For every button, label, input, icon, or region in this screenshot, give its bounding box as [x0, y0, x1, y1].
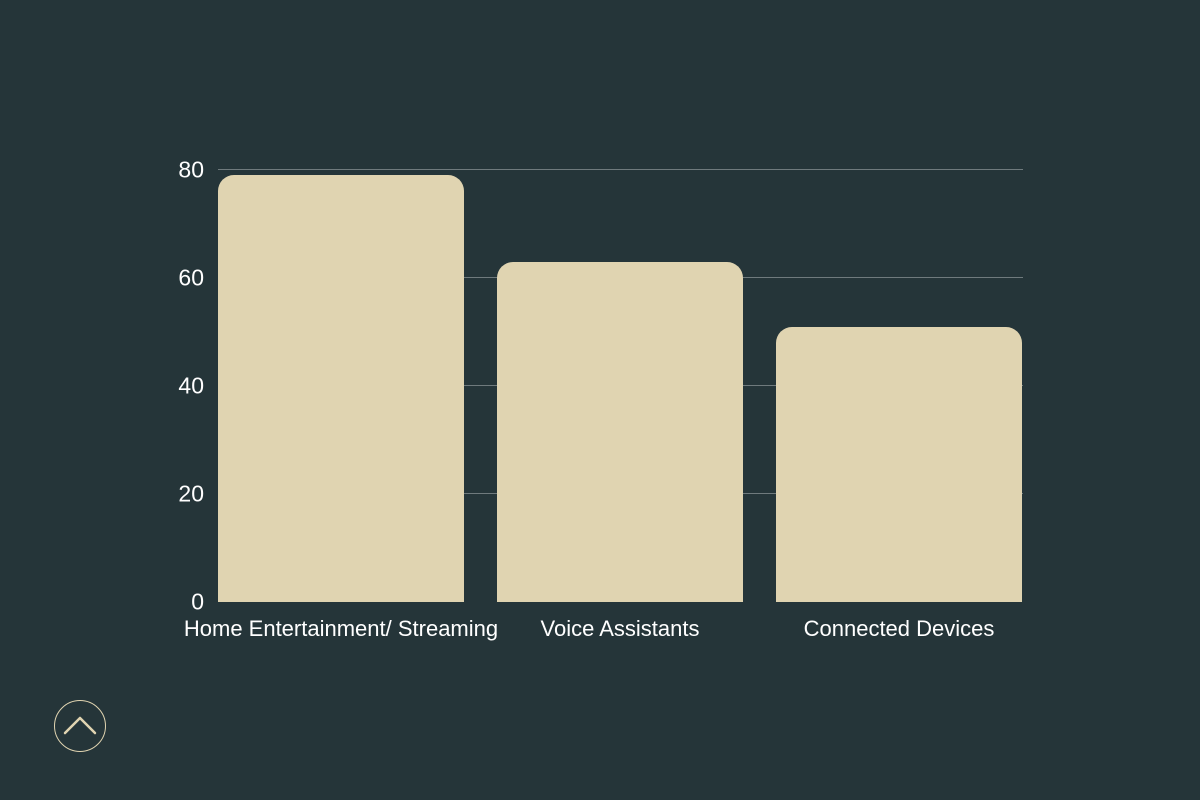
- bar: [776, 327, 1022, 602]
- grid-line: [218, 169, 1023, 170]
- y-tick-label: 20: [178, 481, 218, 508]
- x-tick-label: Connected Devices: [804, 602, 995, 642]
- brand-logo: [54, 700, 106, 752]
- x-tick-label: Home Entertainment/ Streaming: [184, 602, 498, 642]
- y-tick-label: 60: [178, 265, 218, 292]
- x-tick-label: Voice Assistants: [541, 602, 700, 642]
- bar: [218, 175, 464, 602]
- bar: [497, 262, 743, 602]
- chart-canvas: 020406080Home Entertainment/ StreamingVo…: [0, 0, 1200, 800]
- y-tick-label: 80: [178, 157, 218, 184]
- y-tick-label: 40: [178, 373, 218, 400]
- plot-area: 020406080Home Entertainment/ StreamingVo…: [218, 170, 1023, 602]
- chevron-up-icon: [55, 701, 105, 751]
